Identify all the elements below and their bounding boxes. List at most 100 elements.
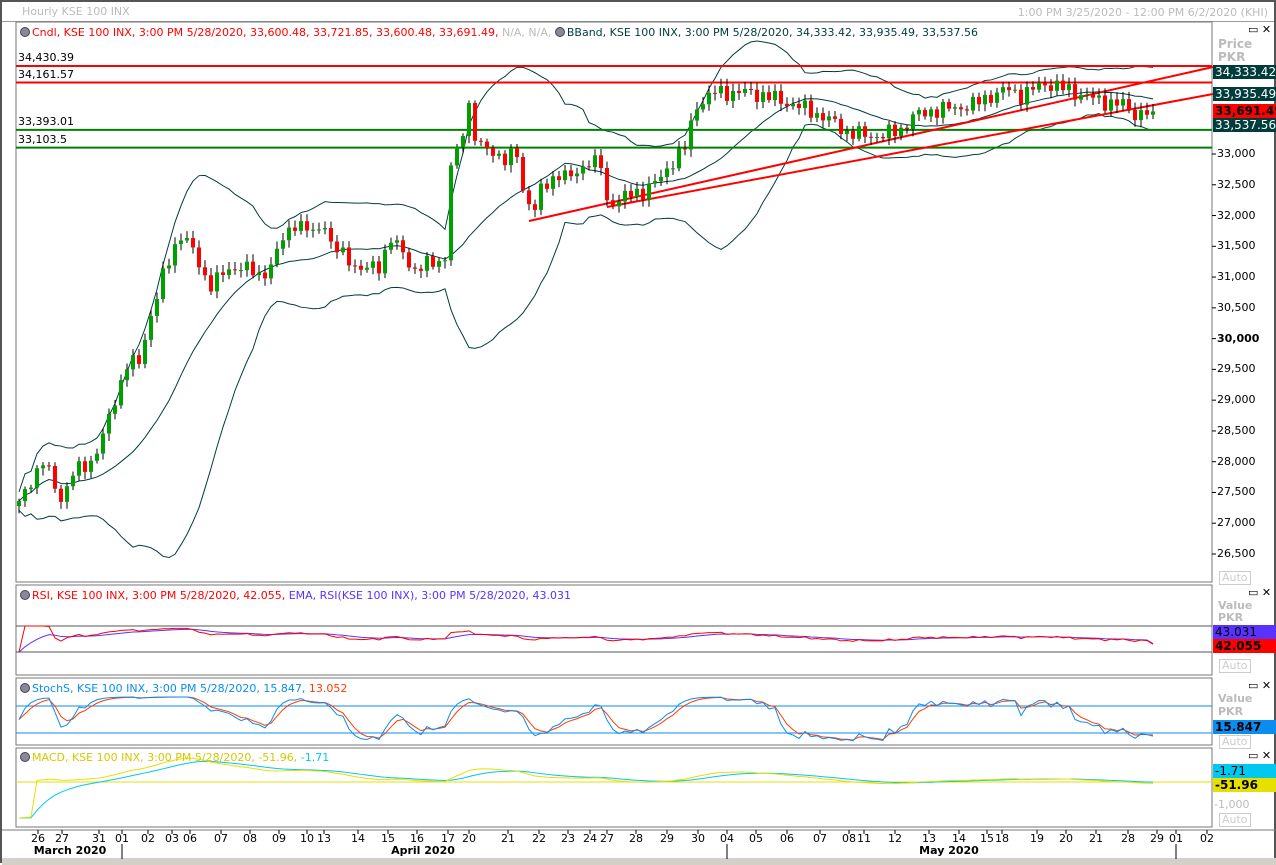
- clock-icon[interactable]: [20, 752, 30, 762]
- candle-body: [857, 126, 861, 139]
- pane-window-buttons[interactable]: ▭ ✕: [1248, 23, 1272, 36]
- candle-body: [1043, 82, 1047, 86]
- candle-body: [1145, 110, 1149, 115]
- candle-body: [191, 238, 195, 248]
- candle-legend-na: N/A, N/A,: [501, 26, 552, 39]
- x-tick-label: 19: [1030, 832, 1044, 845]
- candle-body: [395, 240, 399, 243]
- candle-body: [707, 92, 711, 105]
- candle-body: [479, 140, 483, 142]
- clock-icon[interactable]: [20, 27, 30, 37]
- candle-body: [551, 176, 555, 189]
- rsi-auto-button[interactable]: Auto: [1219, 659, 1251, 673]
- candle-body: [803, 100, 807, 109]
- candle-body: [1079, 95, 1083, 100]
- candle-body: [923, 109, 927, 117]
- candle-body: [1031, 87, 1035, 90]
- candle-body: [17, 501, 21, 506]
- candle-body: [827, 116, 831, 121]
- stoch-axis-title: Value: [1218, 692, 1253, 705]
- x-tick-label: 14: [952, 832, 966, 845]
- candle-body: [1115, 99, 1119, 106]
- candle-body: [677, 148, 681, 169]
- candle-body: [425, 255, 429, 271]
- candle-body: [77, 461, 81, 476]
- candle-body: [623, 190, 627, 202]
- x-tick-label: 20: [462, 832, 476, 845]
- candle-body: [719, 86, 723, 94]
- x-tick-label: 30: [691, 832, 705, 845]
- candle-body: [353, 265, 357, 267]
- candle-body: [815, 113, 819, 118]
- candle-body: [149, 315, 153, 340]
- candle-body: [173, 244, 177, 266]
- macd-auto-button[interactable]: Auto: [1219, 813, 1251, 827]
- candle-body: [461, 136, 465, 148]
- candle-body: [293, 227, 297, 231]
- candle-body: [281, 240, 285, 249]
- candle-body: [611, 200, 615, 207]
- price-tick-label: 32,500: [1217, 177, 1256, 191]
- x-tick-label: 29: [1150, 832, 1164, 845]
- stoch-legend-text: StochS, KSE 100 INX, 3:00 PM 5/28/2020, …: [32, 682, 306, 695]
- candle-body: [1013, 89, 1017, 91]
- candle-body: [377, 261, 381, 274]
- candle-body: [437, 261, 441, 267]
- rsi-value-box: 42.055: [1213, 639, 1276, 653]
- pane-window-buttons[interactable]: ▭ ✕: [1248, 586, 1272, 599]
- candle-body: [197, 247, 201, 268]
- candle-body: [917, 109, 921, 115]
- candle-body: [323, 227, 327, 230]
- candle-body: [497, 153, 501, 156]
- candle-body: [119, 380, 123, 406]
- pane-frame: [15, 584, 1213, 676]
- candle-body: [413, 267, 417, 269]
- x-tick-label: 03: [165, 832, 179, 845]
- price-auto-button[interactable]: Auto: [1219, 571, 1251, 585]
- candle-body: [953, 107, 957, 109]
- x-tick-label: 04: [720, 832, 734, 845]
- candle-body: [89, 460, 93, 472]
- stoch-legend: StochS, KSE 100 INX, 3:00 PM 5/28/2020, …: [20, 682, 347, 695]
- pane-window-buttons[interactable]: ▭ ✕: [1248, 749, 1272, 762]
- horizontal-line-label: 33,393.01: [18, 114, 74, 128]
- x-tick-label: 08: [842, 832, 856, 845]
- pane-window-buttons[interactable]: ▭ ✕: [1248, 679, 1272, 692]
- candle-body: [569, 170, 573, 177]
- candle-body: [209, 275, 213, 292]
- stoch-d-line: [18, 696, 1154, 741]
- horizontal-line-label: 34,430.39: [18, 50, 74, 64]
- candle-body: [773, 90, 777, 101]
- candle-body: [833, 116, 837, 119]
- candle-body: [887, 124, 891, 139]
- candle-body: [1097, 95, 1101, 98]
- horizontal-line-label: 33,103.5: [18, 132, 67, 146]
- candle-body: [647, 183, 651, 200]
- price-tick-label: 30,000: [1217, 331, 1260, 345]
- candle-body: [185, 238, 189, 241]
- candle-body: [701, 104, 705, 110]
- macd-legend: MACD, KSE 100 INX, 3:00 PM 5/28/2020, -5…: [20, 751, 329, 764]
- price-value-box: 33,691.49: [1213, 104, 1276, 118]
- candle-body: [365, 267, 369, 270]
- stoch-value-box: 15.847: [1213, 720, 1276, 734]
- x-tick-label: 26: [31, 832, 45, 845]
- clock-icon[interactable]: [20, 683, 30, 693]
- candle-body: [965, 109, 969, 111]
- x-tick-label: 07: [214, 832, 228, 845]
- bband-upper: [18, 40, 1154, 493]
- clock-icon[interactable]: [20, 590, 30, 600]
- candle-body: [587, 166, 591, 168]
- macd-value-box: -1.71: [1213, 764, 1276, 778]
- candle-body: [239, 270, 243, 272]
- candle-body: [881, 136, 885, 139]
- candle-body: [533, 204, 537, 210]
- candle-body: [431, 255, 435, 267]
- stoch-auto-button[interactable]: Auto: [1219, 735, 1251, 749]
- candle-body: [263, 272, 267, 279]
- candle-body: [989, 94, 993, 103]
- x-tick-label: 09: [272, 832, 286, 845]
- macd-axis-tick: -1,000: [1214, 798, 1250, 811]
- clock-icon[interactable]: [554, 27, 565, 37]
